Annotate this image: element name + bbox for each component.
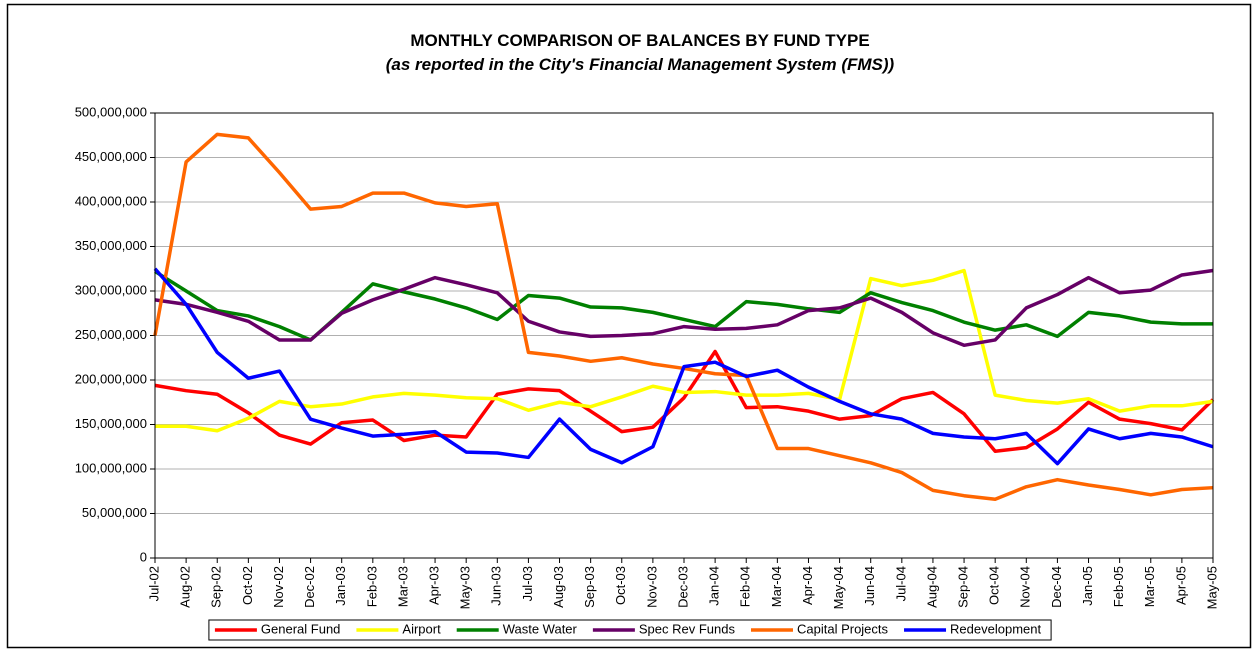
x-tick-label: Aug-04: [924, 566, 939, 608]
x-tick-label: Jun-03: [489, 566, 504, 606]
x-tick-label: Dec-02: [302, 566, 317, 608]
plot-border: [154, 112, 1214, 559]
series-line: [154, 268, 1214, 348]
x-tick-label: Feb-03: [364, 566, 379, 607]
chart-subtitle: (as reported in the City's Financial Man…: [386, 55, 895, 74]
y-tick-label: 500,000,000: [75, 104, 147, 119]
x-tick-label: Jul-04: [893, 566, 908, 601]
legend-label: Waste Water: [503, 621, 578, 636]
x-tick-label: Oct-02: [240, 566, 255, 605]
grid: 0 50,000,000 100,000,000 150,000,000 200,000…: [75, 104, 1220, 609]
chart-border: [6, 3, 1252, 649]
x-tick-label: Oct-03: [613, 566, 628, 605]
x-tick-label: Jun-04: [862, 566, 877, 606]
x-tick-label: May-04: [831, 566, 846, 609]
legend-label: Airport: [402, 621, 441, 636]
x-tick-label: May-05: [1204, 566, 1219, 609]
x-tick-label: Oct-04: [987, 566, 1002, 605]
x-tick-label: Aug-02: [178, 566, 193, 608]
y-tick-label: 200,000,000: [75, 371, 147, 386]
legend-label: Capital Projects: [797, 621, 889, 636]
legend: General Fund Airport Waste Water Spec Rev F…: [208, 619, 1052, 641]
x-tick-label: Sep-02: [209, 566, 224, 608]
x-tick-label: Dec-03: [675, 566, 690, 608]
x-tick-label: Mar-05: [1142, 566, 1157, 607]
x-tick-label: Nov-02: [271, 566, 286, 608]
y-tick-label: 300,000,000: [75, 282, 147, 297]
legend-label: General Fund: [261, 621, 341, 636]
series-layer: [153, 132, 1215, 502]
x-tick-label: Dec-04: [1049, 566, 1064, 608]
y-tick-label: 50,000,000: [82, 505, 147, 520]
y-tick-label: 150,000,000: [75, 416, 147, 431]
legend-label: Redevelopment: [950, 621, 1041, 636]
y-tick-label: 250,000,000: [75, 327, 147, 342]
x-tick-label: Nov-04: [1018, 566, 1033, 608]
x-tick-label: Apr-05: [1173, 566, 1188, 605]
x-tick-label: Apr-03: [426, 566, 441, 605]
x-tick-label: Aug-03: [551, 566, 566, 608]
x-tick-label: Nov-03: [644, 566, 659, 608]
x-tick-label: May-03: [458, 566, 473, 609]
x-tick-label: Jan-03: [333, 566, 348, 606]
x-tick-label: Jul-02: [146, 566, 161, 601]
x-tick-label: Feb-04: [738, 566, 753, 607]
x-tick-label: Mar-03: [395, 566, 410, 607]
series-line: [155, 268, 1214, 433]
x-tick-label: Apr-04: [800, 566, 815, 605]
y-tick-label: 0: [140, 549, 147, 564]
y-tick-label: 400,000,000: [75, 193, 147, 208]
chart-title: MONTHLY COMPARISON OF BALANCES BY FUND T…: [410, 31, 869, 50]
y-tick-label: 450,000,000: [75, 149, 147, 164]
x-tick-label: Sep-03: [582, 566, 597, 608]
y-tick-label: 350,000,000: [75, 238, 147, 253]
series-line: [153, 267, 1214, 466]
x-tick-label: Jan-04: [707, 566, 722, 606]
x-tick-label: Jul-03: [520, 566, 535, 601]
y-tick-label: 100,000,000: [75, 460, 147, 475]
x-tick-label: Feb-05: [1111, 566, 1126, 607]
x-tick-label: Jan-05: [1080, 566, 1095, 606]
x-tick-label: Mar-04: [769, 566, 784, 607]
legend-label: Spec Rev Funds: [639, 621, 736, 636]
x-tick-label: Sep-04: [955, 566, 970, 608]
